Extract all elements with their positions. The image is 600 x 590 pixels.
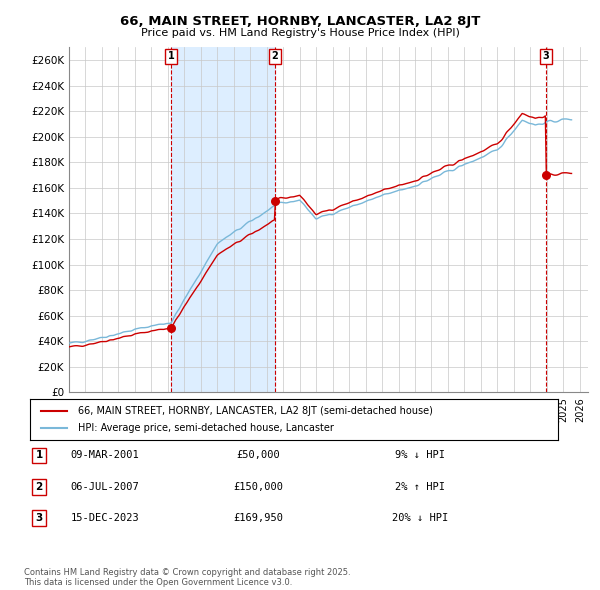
Text: 06-JUL-2007: 06-JUL-2007 (71, 482, 139, 491)
Text: £150,000: £150,000 (233, 482, 283, 491)
Text: 1: 1 (35, 451, 43, 460)
Text: 2: 2 (35, 482, 43, 491)
Point (166, 324, 176, 333)
Text: HPI: Average price, semi-detached house, Lancaster: HPI: Average price, semi-detached house,… (77, 423, 334, 433)
Bar (171, 47, 275, 392)
Text: £169,950: £169,950 (233, 513, 283, 523)
Text: 3: 3 (35, 513, 43, 523)
Text: 1: 1 (167, 51, 175, 61)
Text: Contains HM Land Registry data © Crown copyright and database right 2025.
This d: Contains HM Land Registry data © Crown c… (24, 568, 350, 587)
Text: £50,000: £50,000 (236, 451, 280, 460)
Text: 09-MAR-2001: 09-MAR-2001 (71, 451, 139, 460)
Point (271, 196, 280, 205)
Point (541, 171, 551, 180)
Text: 20% ↓ HPI: 20% ↓ HPI (392, 513, 448, 523)
Text: 2% ↑ HPI: 2% ↑ HPI (395, 482, 445, 491)
Text: 66, MAIN STREET, HORNBY, LANCASTER, LA2 8JT (semi-detached house): 66, MAIN STREET, HORNBY, LANCASTER, LA2 … (77, 406, 433, 416)
Text: 66, MAIN STREET, HORNBY, LANCASTER, LA2 8JT: 66, MAIN STREET, HORNBY, LANCASTER, LA2 … (120, 15, 480, 28)
Text: 15-DEC-2023: 15-DEC-2023 (71, 513, 139, 523)
Text: 2: 2 (272, 51, 278, 61)
Text: Price paid vs. HM Land Registry's House Price Index (HPI): Price paid vs. HM Land Registry's House … (140, 28, 460, 38)
Text: 3: 3 (543, 51, 550, 61)
Text: 9% ↓ HPI: 9% ↓ HPI (395, 451, 445, 460)
